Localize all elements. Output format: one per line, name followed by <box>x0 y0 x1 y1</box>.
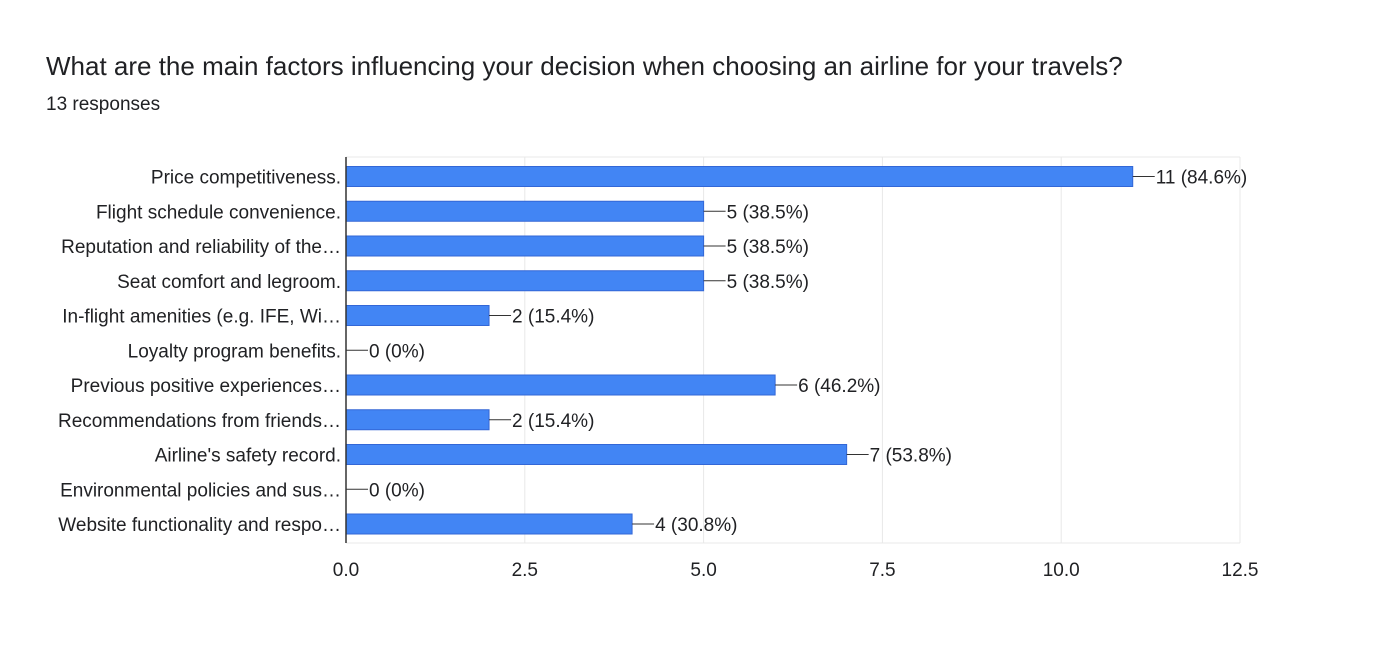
category-label: Reputation and reliability of the… <box>61 237 341 258</box>
bar <box>345 374 776 396</box>
data-label: 2 (15.4%) <box>512 307 594 328</box>
data-label: 11 (84.6%) <box>1156 168 1248 189</box>
data-label: 4 (30.8%) <box>655 515 737 536</box>
bar <box>345 200 705 222</box>
bar <box>345 444 848 465</box>
question-title: What are the main factors influencing yo… <box>46 51 1123 81</box>
category-label: Loyalty program benefits. <box>128 341 341 362</box>
category-label: Flight schedule convenience. <box>96 202 341 223</box>
bar <box>345 305 490 326</box>
category-label: Recommendations from friends… <box>58 411 341 432</box>
data-label: 5 (38.5%) <box>727 237 809 258</box>
bar <box>345 270 705 292</box>
category-label: Previous positive experiences… <box>71 376 341 397</box>
category-label: Environmental policies and sus… <box>60 480 341 501</box>
category-label: Airline's safety record. <box>155 446 341 467</box>
data-label: 7 (53.8%) <box>870 446 952 467</box>
data-label: 0 (0%) <box>369 341 425 362</box>
category-label: Website functionality and respo… <box>58 515 341 536</box>
data-label: 2 (15.4%) <box>512 411 594 432</box>
x-tick-label: 2.5 <box>512 560 538 581</box>
bar <box>345 513 633 535</box>
x-tick-label: 12.5 <box>1222 560 1259 581</box>
data-label: 0 (0%) <box>369 480 425 501</box>
bar <box>345 166 1134 187</box>
x-tick-label: 0.0 <box>333 560 359 581</box>
data-label: 6 (46.2%) <box>798 376 880 397</box>
bar <box>345 235 705 257</box>
x-tick-label: 7.5 <box>869 560 895 581</box>
response-count: 13 responses <box>46 94 161 115</box>
data-label: 5 (38.5%) <box>727 272 809 293</box>
category-label: Price competitiveness. <box>151 168 341 189</box>
x-tick-label: 5.0 <box>690 560 716 581</box>
category-label: Seat comfort and legroom. <box>117 272 341 293</box>
bar <box>345 409 490 431</box>
data-label: 5 (38.5%) <box>727 202 809 223</box>
x-tick-label: 10.0 <box>1043 560 1080 581</box>
category-label: In-flight amenities (e.g. IFE, Wi… <box>62 307 341 328</box>
